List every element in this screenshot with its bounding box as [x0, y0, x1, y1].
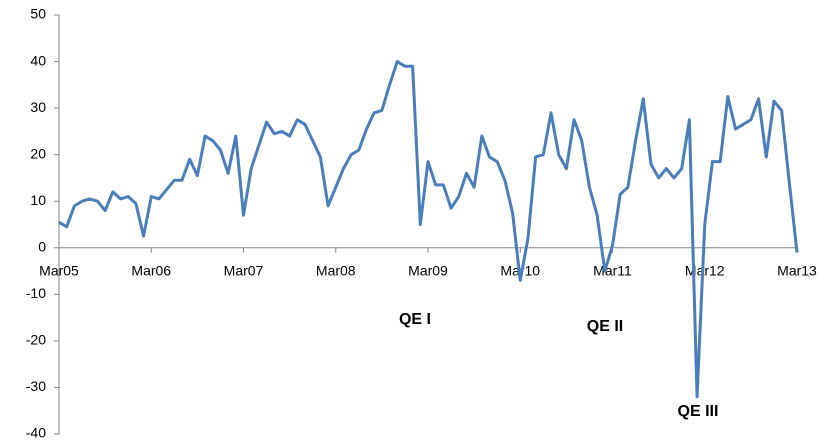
x-tick-label: Mar06: [131, 262, 171, 278]
y-tick-label: -40: [26, 425, 46, 441]
y-tick-label: 40: [30, 52, 46, 68]
y-tick-label: 30: [30, 99, 46, 115]
y-tick-label: 0: [38, 238, 46, 254]
y-tick-label: 20: [30, 145, 46, 161]
x-tick-label: Mar07: [224, 262, 264, 278]
x-tick-label: Mar09: [408, 262, 448, 278]
x-tick-label: Mar08: [316, 262, 356, 278]
annotation: QE III: [678, 403, 719, 420]
y-tick-label: -10: [26, 285, 46, 301]
x-tick-label: Mar13: [777, 262, 817, 278]
annotation: QE II: [587, 318, 623, 335]
x-tick-label: Mar05: [39, 262, 79, 278]
y-tick-label: 10: [30, 192, 46, 208]
x-tick-label: Mar11: [593, 262, 632, 278]
x-tick-label: Mar12: [685, 262, 725, 278]
data-line: [58, 60, 799, 399]
y-tick-label: -30: [26, 378, 46, 394]
annotation: QE I: [399, 311, 431, 328]
y-tick-label: -20: [26, 332, 46, 348]
y-tick-label: 50: [30, 6, 46, 22]
